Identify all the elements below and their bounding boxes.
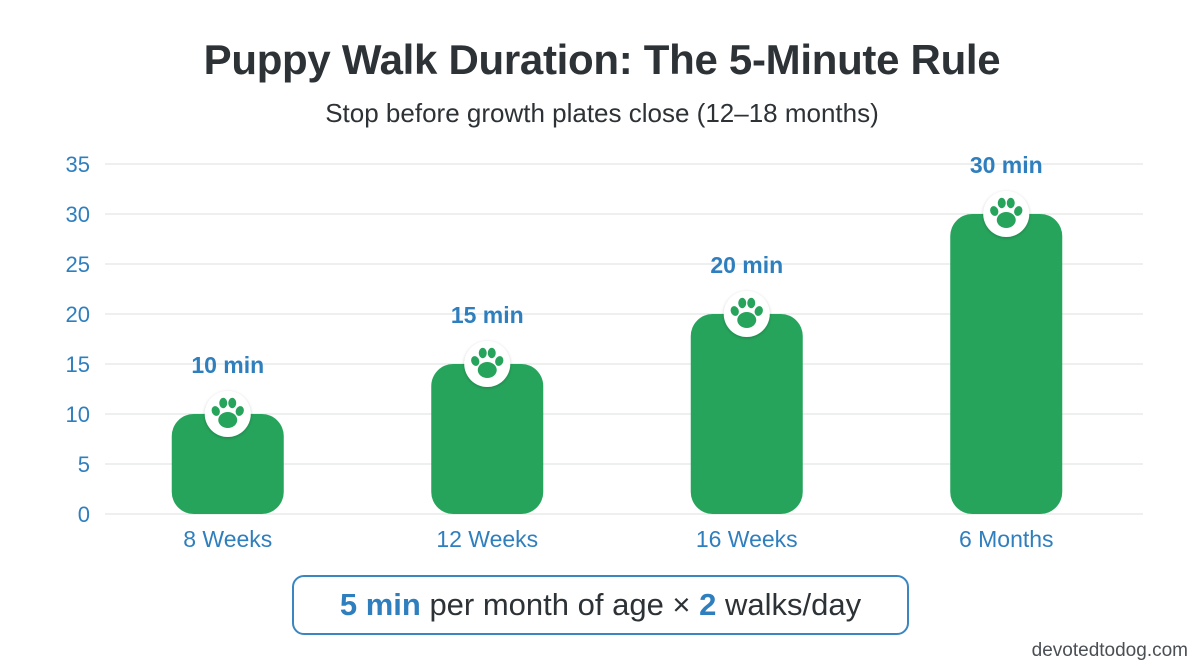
bar xyxy=(171,414,284,514)
bar xyxy=(431,364,544,514)
formula-minutes: 5 min xyxy=(339,587,421,622)
y-tick-label: 30 xyxy=(66,202,90,227)
x-axis-ticks: 8 Weeks 12 Weeks 16 Weeks 6 Months xyxy=(183,526,1053,552)
y-tick-label: 25 xyxy=(66,252,90,277)
y-axis-ticks: 0 5 10 15 20 25 30 35 xyxy=(66,152,90,527)
y-tick-label: 10 xyxy=(66,402,90,427)
value-label: 15 min xyxy=(451,302,524,328)
paw-icon xyxy=(723,291,770,337)
formula-walks: 2 xyxy=(699,587,717,622)
x-tick-label: 16 Weeks xyxy=(696,526,798,552)
value-label: 20 min xyxy=(710,252,783,278)
y-tick-label: 15 xyxy=(66,352,90,377)
y-tick-label: 0 xyxy=(78,502,90,527)
bar xyxy=(690,314,803,514)
watermark: devotedtodog.com xyxy=(1031,640,1188,661)
y-tick-label: 20 xyxy=(66,302,90,327)
bars xyxy=(171,214,1063,514)
value-labels: 10 min 15 min 20 min 30 min xyxy=(191,152,1042,378)
x-tick-label: 8 Weeks xyxy=(183,526,272,552)
x-tick-label: 6 Months xyxy=(959,526,1054,552)
paw-icon xyxy=(983,191,1030,237)
chart-subtitle: Stop before growth plates close (12–18 m… xyxy=(325,98,879,128)
chart-title: Puppy Walk Duration: The 5-Minute Rule xyxy=(203,36,1001,83)
value-label: 10 min xyxy=(191,352,264,378)
formula-box: 5 min per month of age × 2 walks/day xyxy=(292,575,909,635)
y-tick-label: 35 xyxy=(66,152,90,177)
paw-markers xyxy=(204,191,1030,437)
paw-icon xyxy=(464,341,511,387)
bar xyxy=(950,214,1063,514)
paw-icon xyxy=(204,391,251,437)
formula-text-1: per month of age × xyxy=(420,587,700,622)
y-tick-label: 5 xyxy=(78,452,90,477)
x-tick-label: 12 Weeks xyxy=(436,526,538,552)
formula-text-2: walks/day xyxy=(716,587,862,622)
value-label: 30 min xyxy=(970,152,1043,178)
